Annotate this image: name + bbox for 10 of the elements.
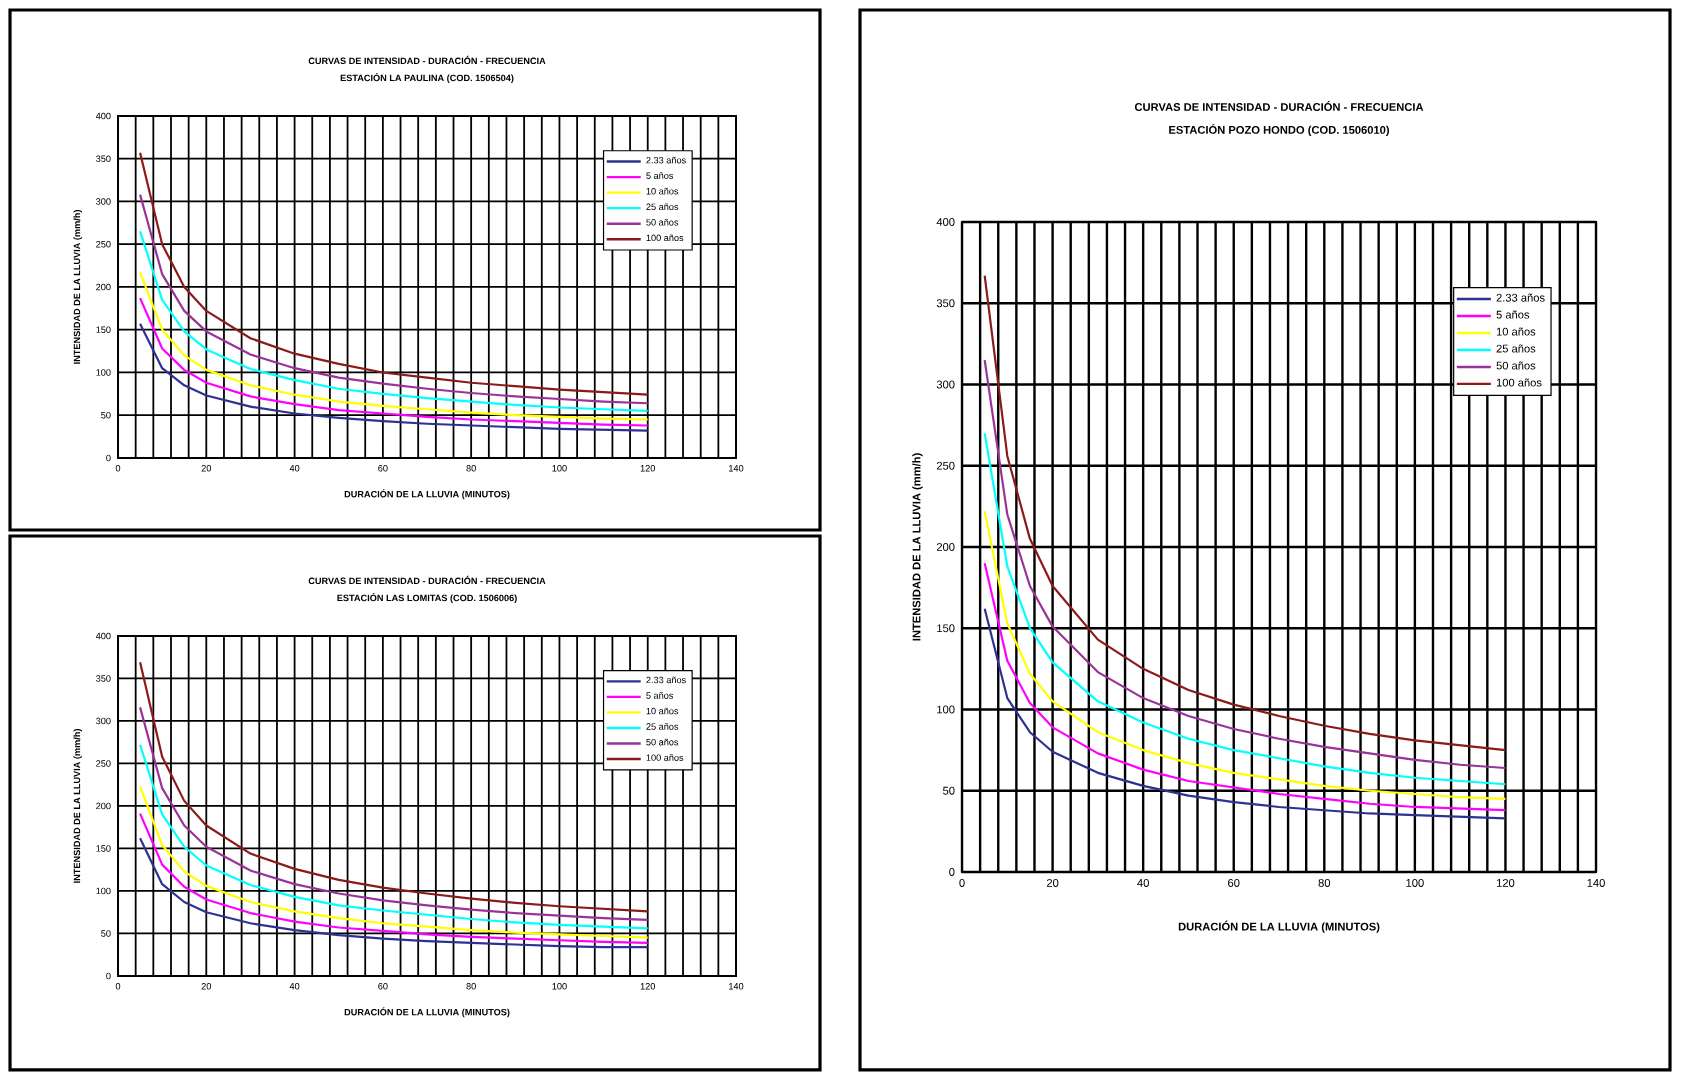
line-series: [138, 151, 649, 396]
line-series: [138, 706, 649, 921]
line-series: [138, 785, 649, 939]
line-series: [138, 271, 649, 421]
line-series: [983, 510, 1507, 800]
line-series: [138, 296, 649, 427]
line-series: [138, 743, 649, 930]
line-series: [138, 230, 649, 413]
line-series: [138, 193, 649, 405]
line-series: [138, 812, 649, 944]
